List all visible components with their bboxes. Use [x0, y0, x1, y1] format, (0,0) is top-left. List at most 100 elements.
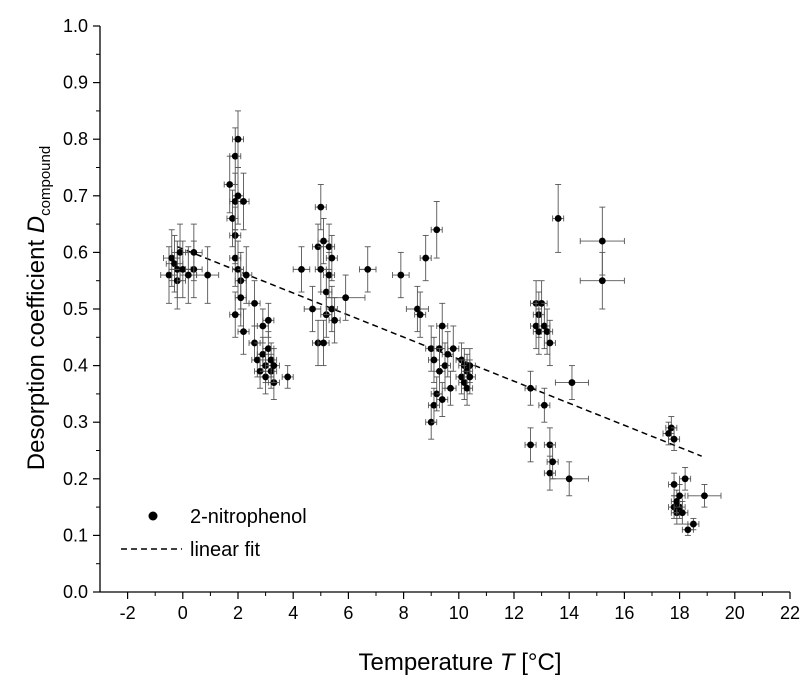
- y-tick-label: 0.5: [63, 299, 88, 319]
- point-marker: [242, 271, 250, 279]
- x-tick-label: 16: [614, 603, 634, 623]
- x-axis-title-unit: [°C]: [515, 649, 562, 676]
- point-marker: [229, 215, 236, 222]
- point-marker: [322, 288, 330, 296]
- point-marker: [416, 311, 424, 319]
- y-tick-label: 0.4: [63, 356, 88, 376]
- data-point: [541, 308, 554, 355]
- point-marker: [422, 254, 430, 262]
- point-marker: [270, 362, 278, 369]
- point-marker: [226, 181, 234, 188]
- x-axis-title-symbol: T: [500, 649, 517, 676]
- point-marker: [449, 345, 457, 353]
- point-marker: [168, 254, 176, 262]
- point-marker: [441, 362, 449, 369]
- data-point: [524, 427, 537, 463]
- point-marker: [231, 254, 239, 262]
- point-marker: [240, 328, 247, 336]
- point-marker: [184, 271, 192, 279]
- point-marker: [447, 384, 454, 392]
- data-point: [303, 285, 322, 333]
- x-tick-label: 2: [233, 603, 243, 623]
- point-marker: [309, 305, 316, 313]
- legend-marker-2-nitrophenol: [148, 511, 158, 521]
- point-marker: [546, 469, 554, 477]
- data-point: [433, 348, 446, 395]
- x-tick-label: 4: [288, 603, 298, 623]
- y-tick-label: 0.8: [63, 129, 88, 149]
- point-marker: [532, 322, 540, 330]
- point-marker: [433, 226, 441, 234]
- data-point: [281, 365, 294, 389]
- point-marker: [673, 498, 681, 505]
- data-point: [405, 285, 429, 333]
- point-marker: [259, 322, 267, 330]
- point-marker: [684, 526, 692, 534]
- data-point: [229, 291, 242, 338]
- legend-label-2-nitrophenol: 2-nitrophenol: [190, 506, 307, 528]
- y-tick-label: 0.0: [63, 582, 88, 602]
- legend: 2-nitrophenol linear fit: [121, 506, 307, 561]
- data-point: [668, 427, 681, 451]
- data-point: [532, 308, 545, 355]
- y-tick-label: 0.9: [63, 73, 88, 93]
- point-marker: [436, 367, 443, 375]
- x-tick-label: 12: [504, 603, 524, 623]
- data-point: [392, 251, 410, 299]
- point-marker: [253, 356, 261, 364]
- data-point: [317, 319, 330, 367]
- point-marker: [598, 277, 606, 285]
- point-marker: [298, 265, 305, 273]
- data-point: [444, 370, 457, 406]
- point-marker: [598, 237, 606, 245]
- data-point: [265, 342, 278, 378]
- point-marker: [527, 384, 534, 392]
- data-point: [232, 110, 244, 168]
- data-point: [554, 365, 589, 401]
- point-marker: [466, 373, 474, 381]
- data-point: [323, 223, 336, 270]
- data-point: [262, 302, 275, 338]
- data-point: [323, 251, 336, 299]
- point-marker: [540, 322, 548, 330]
- data-point: [549, 461, 589, 497]
- data-point: [248, 280, 261, 327]
- point-marker: [325, 271, 333, 279]
- point-marker: [231, 198, 239, 205]
- data-point: [267, 348, 280, 384]
- point-marker: [317, 265, 325, 273]
- data-point: [251, 342, 264, 378]
- data-point: [552, 184, 565, 253]
- data-point: [579, 251, 625, 310]
- point-marker: [676, 492, 683, 500]
- point-marker: [320, 237, 327, 245]
- data-point: [237, 308, 250, 355]
- point-marker: [438, 322, 446, 330]
- point-marker: [430, 356, 438, 364]
- x-tick-label: 6: [343, 603, 353, 623]
- tick-labels: -2 0 2 4 6 8 10 12 14 16 18 20 22 0.0 0.1 0.2 0.3 0.4 0.5 0…: [63, 16, 800, 623]
- point-marker: [190, 249, 198, 256]
- data-point: [325, 285, 338, 333]
- data-point: [436, 382, 449, 417]
- data-point: [679, 467, 692, 491]
- point-marker: [438, 396, 446, 403]
- point-marker: [701, 492, 708, 500]
- point-marker: [331, 316, 338, 324]
- data-point: [430, 201, 443, 259]
- y-tick-label: 0.1: [63, 525, 88, 545]
- x-tick-label: 20: [725, 603, 745, 623]
- data-point: [538, 387, 551, 423]
- point-marker: [427, 345, 435, 353]
- data-point: [673, 484, 686, 508]
- data-point: [441, 331, 454, 378]
- point-marker: [325, 243, 333, 251]
- x-tick-label: 10: [449, 603, 469, 623]
- data-point: [447, 325, 460, 372]
- data-point: [314, 184, 327, 231]
- data-point: [256, 308, 269, 344]
- y-tick-label: 0.2: [63, 469, 88, 489]
- data-point: [427, 336, 440, 384]
- point-marker: [237, 294, 245, 302]
